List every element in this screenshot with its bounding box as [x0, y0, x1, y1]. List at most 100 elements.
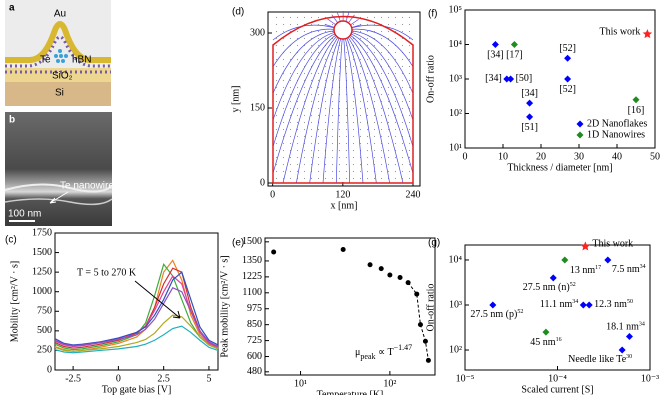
sem-bg	[5, 112, 112, 226]
label-text: [34]	[485, 73, 502, 84]
label-text: [17]	[506, 50, 523, 61]
data-point	[618, 346, 626, 354]
field-arrow	[331, 14, 338, 23]
field-line	[347, 37, 391, 184]
label-text: 12.3 nm	[594, 299, 627, 310]
data-point	[367, 262, 373, 268]
annotation: μpeak ∝ T−1.47	[355, 343, 412, 361]
y-tick-label: 1100	[242, 287, 262, 298]
highlight-label: This work	[592, 239, 633, 250]
x-tick-label: 0	[270, 189, 275, 200]
y-tick-label: 850	[247, 319, 262, 330]
field-line	[272, 28, 335, 67]
x-axis-title: Thickness / diameter [nm]	[507, 162, 612, 173]
point-label: 11.1 nm34	[540, 299, 578, 310]
y-axis-title: On-off ratio	[425, 55, 436, 103]
electrode	[333, 20, 353, 40]
panel-label: (f)	[428, 9, 437, 20]
label-text: [50]	[516, 73, 533, 84]
highlight-label: This work	[600, 26, 641, 37]
field-line	[282, 36, 337, 184]
data-point	[417, 322, 423, 328]
field-line	[346, 38, 377, 184]
data-point	[422, 338, 428, 344]
y-tick-label: 1000	[32, 286, 52, 297]
y-axis-title: On-off ratio	[425, 284, 436, 332]
x-tick-label: 240	[405, 189, 420, 200]
sem-band	[4, 198, 113, 206]
label-text: 11.1 nm	[540, 299, 573, 310]
point-label: [52]	[559, 84, 576, 95]
point-label: [51]	[521, 122, 538, 133]
data-point	[561, 256, 569, 264]
label-ref: 34	[640, 264, 646, 270]
point-label: 7.5 nm34	[612, 264, 646, 275]
x-tick-label: 5	[206, 373, 211, 384]
label-text: [52]	[559, 44, 576, 55]
point-label: 27.5 nm (n)52	[523, 282, 576, 293]
y-tick-label: 0	[47, 364, 52, 375]
y-tick-label: 10⁵	[449, 4, 463, 15]
series-line	[54, 287, 219, 348]
annotation-part: ∝ T	[375, 347, 393, 358]
field-line	[272, 30, 335, 94]
label-text: 18.1 nm	[606, 322, 639, 333]
data-point	[507, 75, 515, 83]
te-wire	[54, 49, 68, 63]
annotation-arrow	[134, 280, 181, 319]
au-layer	[5, 21, 111, 63]
y-tick-label: 500	[37, 325, 52, 336]
point-label: 45 nm16	[530, 337, 561, 348]
annotation-part: μ	[355, 347, 360, 358]
point-label: [34]	[521, 88, 538, 99]
y-tick-label: 250	[37, 345, 52, 356]
label-ref: 52	[517, 309, 523, 315]
field-arrow	[351, 24, 362, 28]
x-axis-title: Top gate bias [V]	[102, 384, 172, 395]
si-layer	[5, 82, 111, 106]
plot-frame	[264, 237, 436, 376]
y-tick-label: 10²	[449, 108, 462, 119]
point-label: [17]	[506, 50, 523, 61]
data-point	[425, 357, 431, 363]
label-ref: 16	[556, 337, 562, 343]
data-point	[585, 301, 593, 309]
panel-label: (g)	[428, 238, 440, 249]
x-axis-title: Scaled current [S]	[521, 384, 593, 395]
x-tick-label: 10⁻⁴	[548, 373, 567, 384]
y-tick-label: 10⁴	[449, 39, 463, 50]
x-tick-label: -2.5	[65, 373, 81, 384]
data-point	[604, 256, 612, 264]
point-label: [34]	[487, 50, 504, 61]
point-label: 18.1 nm34	[606, 322, 645, 333]
data-point	[564, 75, 572, 83]
au-label: Au	[54, 9, 66, 20]
label-ref: 52	[570, 282, 576, 288]
boundary	[272, 15, 414, 184]
field-line	[272, 32, 335, 121]
y-tick-label: 1500	[32, 247, 52, 258]
field-line	[350, 34, 414, 174]
field-arrow	[327, 18, 336, 26]
data-point	[340, 246, 346, 252]
y-tick-label: 10⁴	[449, 254, 463, 265]
y-tick-label: 480	[247, 366, 262, 377]
panel-label: (e)	[232, 238, 244, 249]
arrow	[49, 191, 69, 204]
data-point	[549, 274, 557, 282]
point-label: Needle like Te30	[568, 354, 632, 365]
schematic: a Au Te hBN SiO₂ Si	[5, 0, 111, 106]
field-line	[350, 33, 414, 147]
field-line	[343, 38, 351, 184]
annotation: Te nanowire	[60, 181, 114, 192]
data-point	[271, 249, 277, 255]
field-arrow	[350, 18, 359, 26]
label-ref: 50	[627, 299, 633, 305]
y-tick-label: 0	[260, 177, 265, 188]
te-label: Te	[40, 55, 51, 66]
label-text: [51]	[521, 122, 538, 133]
x-tick-label: 120	[335, 189, 350, 200]
field-line	[322, 38, 342, 184]
y-axis-title: y [nm]	[230, 86, 241, 113]
